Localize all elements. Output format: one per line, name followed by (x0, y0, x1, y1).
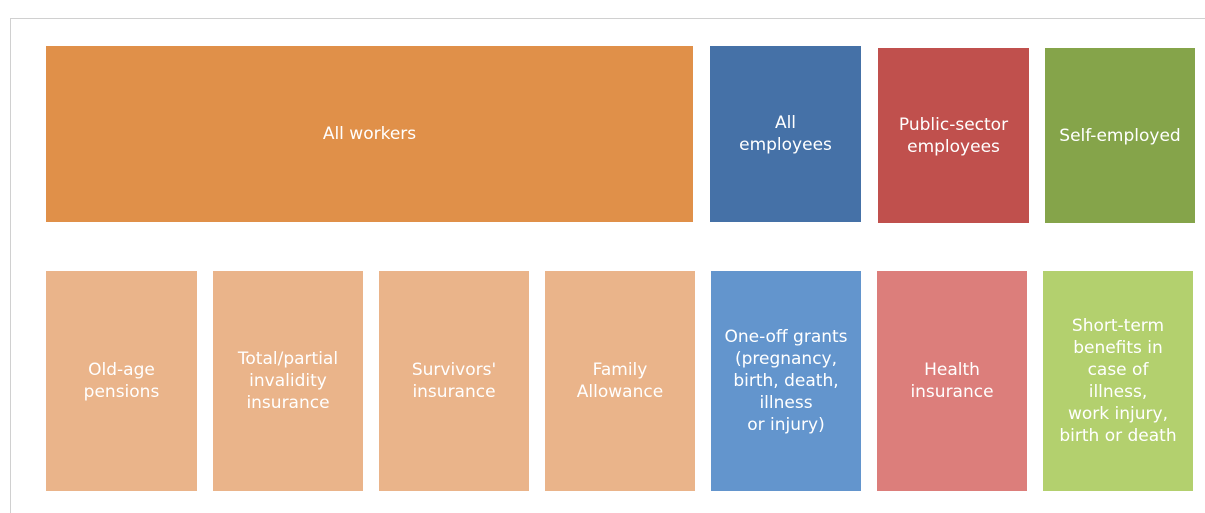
category-box: Family Allowance (545, 271, 695, 491)
box-label: birth or death (1059, 426, 1177, 446)
frame (10, 18, 11, 513)
box-label: employees (739, 135, 832, 155)
box-label: invalidity (249, 371, 327, 391)
box-label: illness, (1088, 382, 1148, 402)
box-label: case of (1087, 360, 1149, 380)
category-box: One-off grants (pregnancy, birth, death, il… (711, 271, 861, 491)
box-label: (pregnancy, (734, 349, 838, 369)
box-label: One-off grants (724, 327, 848, 347)
category-box: Self-employed (1045, 48, 1195, 223)
box-label: pensions (83, 382, 160, 402)
category-box: All employees (710, 46, 861, 222)
box-label: Health (924, 360, 980, 380)
frame (10, 18, 1205, 19)
box-label: insurance (910, 382, 994, 402)
box-label: Public-sector (898, 114, 1009, 135)
box-label: Old-age (88, 360, 155, 380)
category-box: Health insurance (877, 271, 1027, 491)
box-label: Short-term (1071, 316, 1165, 336)
box-label: Allowance (576, 382, 664, 402)
box-label: benefits in (1073, 338, 1163, 358)
box-label: employees (907, 136, 1000, 157)
box-label: or injury) (747, 415, 825, 435)
box-label: Total/partial (237, 349, 339, 369)
category-box: Public-sector employees (878, 48, 1029, 223)
box-label: insurance (246, 393, 330, 413)
box-label: Self-employed (1059, 125, 1181, 146)
box-label: illness (759, 393, 813, 413)
box-label: birth, death, (733, 371, 839, 391)
category-box: All workers (46, 46, 693, 222)
box-label: All (774, 113, 797, 133)
category-box: Survivors' insurance (379, 271, 529, 491)
category-box: Total/partial invalidity insurance (213, 271, 363, 491)
category-box: Short-term benefits in case of illness, work… (1043, 271, 1193, 491)
category-box: Old-age pensions (46, 271, 197, 491)
box-label: Family (592, 360, 648, 380)
box-label: Survivors' (411, 360, 497, 380)
box-label: insurance (412, 382, 496, 402)
box-label: All workers (322, 124, 417, 144)
box-label: work injury, (1068, 404, 1168, 424)
